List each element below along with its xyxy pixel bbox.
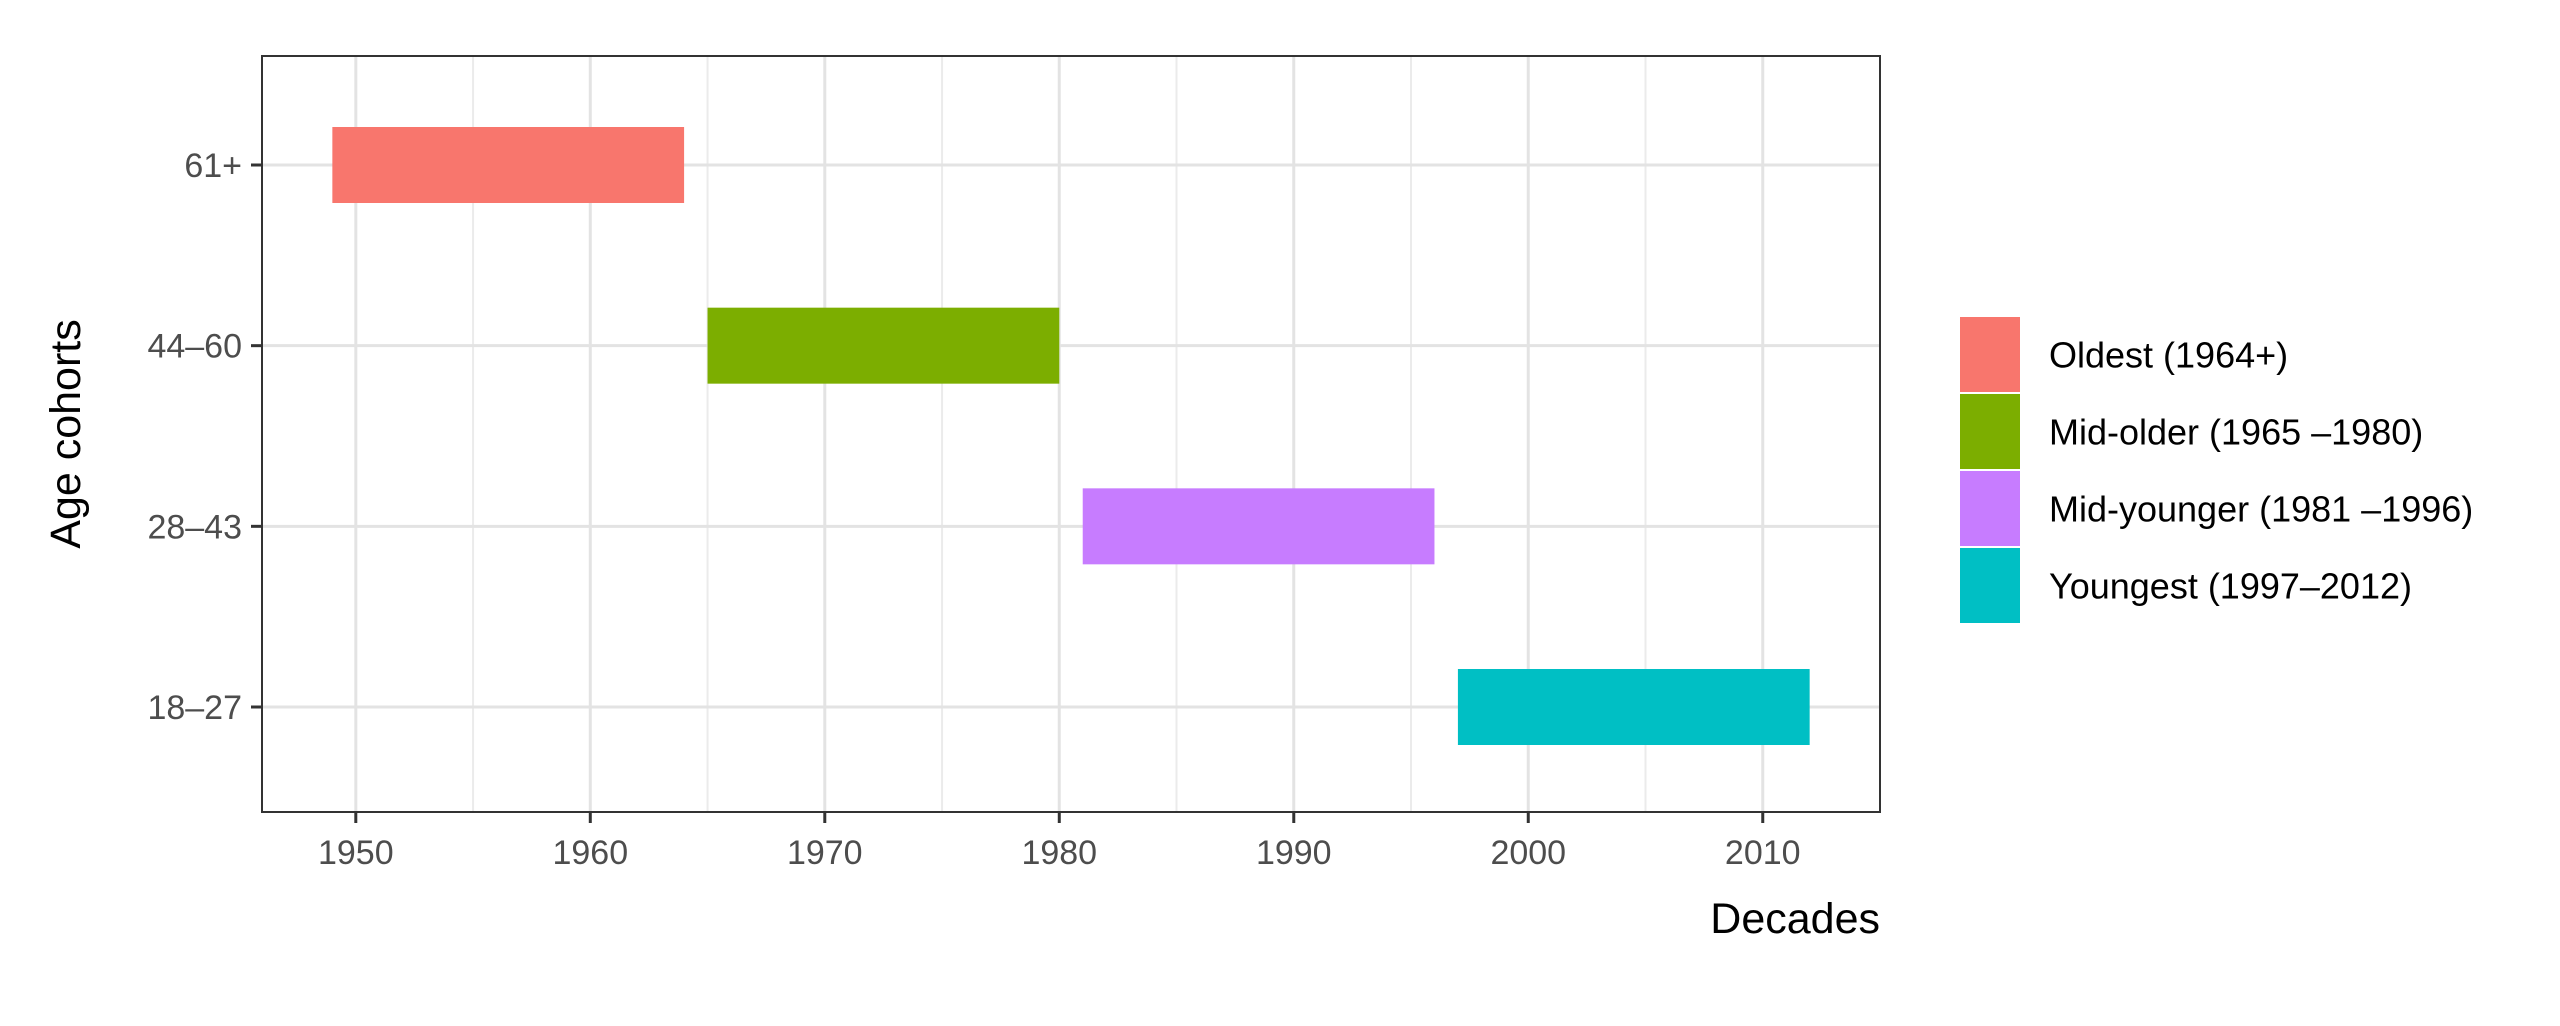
y-axis: 61+ 44–60 28–43 18–27	[147, 147, 262, 727]
legend-key	[1958, 546, 2022, 625]
x-tick-label: 1990	[1256, 834, 1332, 872]
x-axis: 1950 1960 1970 1980 1990 2000 2010	[318, 812, 1801, 872]
cohort-bar	[332, 127, 685, 203]
x-tick-label: 1980	[1021, 834, 1097, 872]
plot-panel-border	[261, 55, 1881, 813]
legend: Oldest (1964+) Mid-older (1965 –1980) Mid-…	[1958, 315, 2473, 625]
cohort-bar	[707, 307, 1060, 384]
y-axis-title: Age cohorts	[42, 319, 90, 548]
legend-label: Youngest (1997–2012)	[2049, 566, 2412, 607]
x-tick-label: 2010	[1725, 834, 1801, 872]
y-tick-label: 18–27	[147, 689, 242, 727]
x-tick-label: 1960	[552, 834, 628, 872]
legend-label: Oldest (1964+)	[2049, 335, 2288, 376]
cohort-bar	[1457, 669, 1810, 745]
legend-key	[1958, 469, 2022, 548]
x-tick-label: 1970	[787, 834, 863, 872]
y-tick-label: 61+	[184, 147, 242, 185]
x-axis-title: Decades	[1710, 895, 1880, 943]
cohort-bars	[332, 127, 1810, 745]
cohort-bar	[1082, 488, 1435, 565]
legend-key	[1958, 315, 2022, 394]
x-tick-label: 1950	[318, 834, 394, 872]
legend-key	[1958, 392, 2022, 471]
x-tick-label: 2000	[1490, 834, 1566, 872]
legend-label: Mid-older (1965 –1980)	[2049, 412, 2423, 453]
y-tick-label: 44–60	[147, 328, 242, 366]
legend-label: Mid-younger (1981 –1996)	[2049, 489, 2473, 530]
y-tick-label: 28–43	[147, 508, 242, 546]
